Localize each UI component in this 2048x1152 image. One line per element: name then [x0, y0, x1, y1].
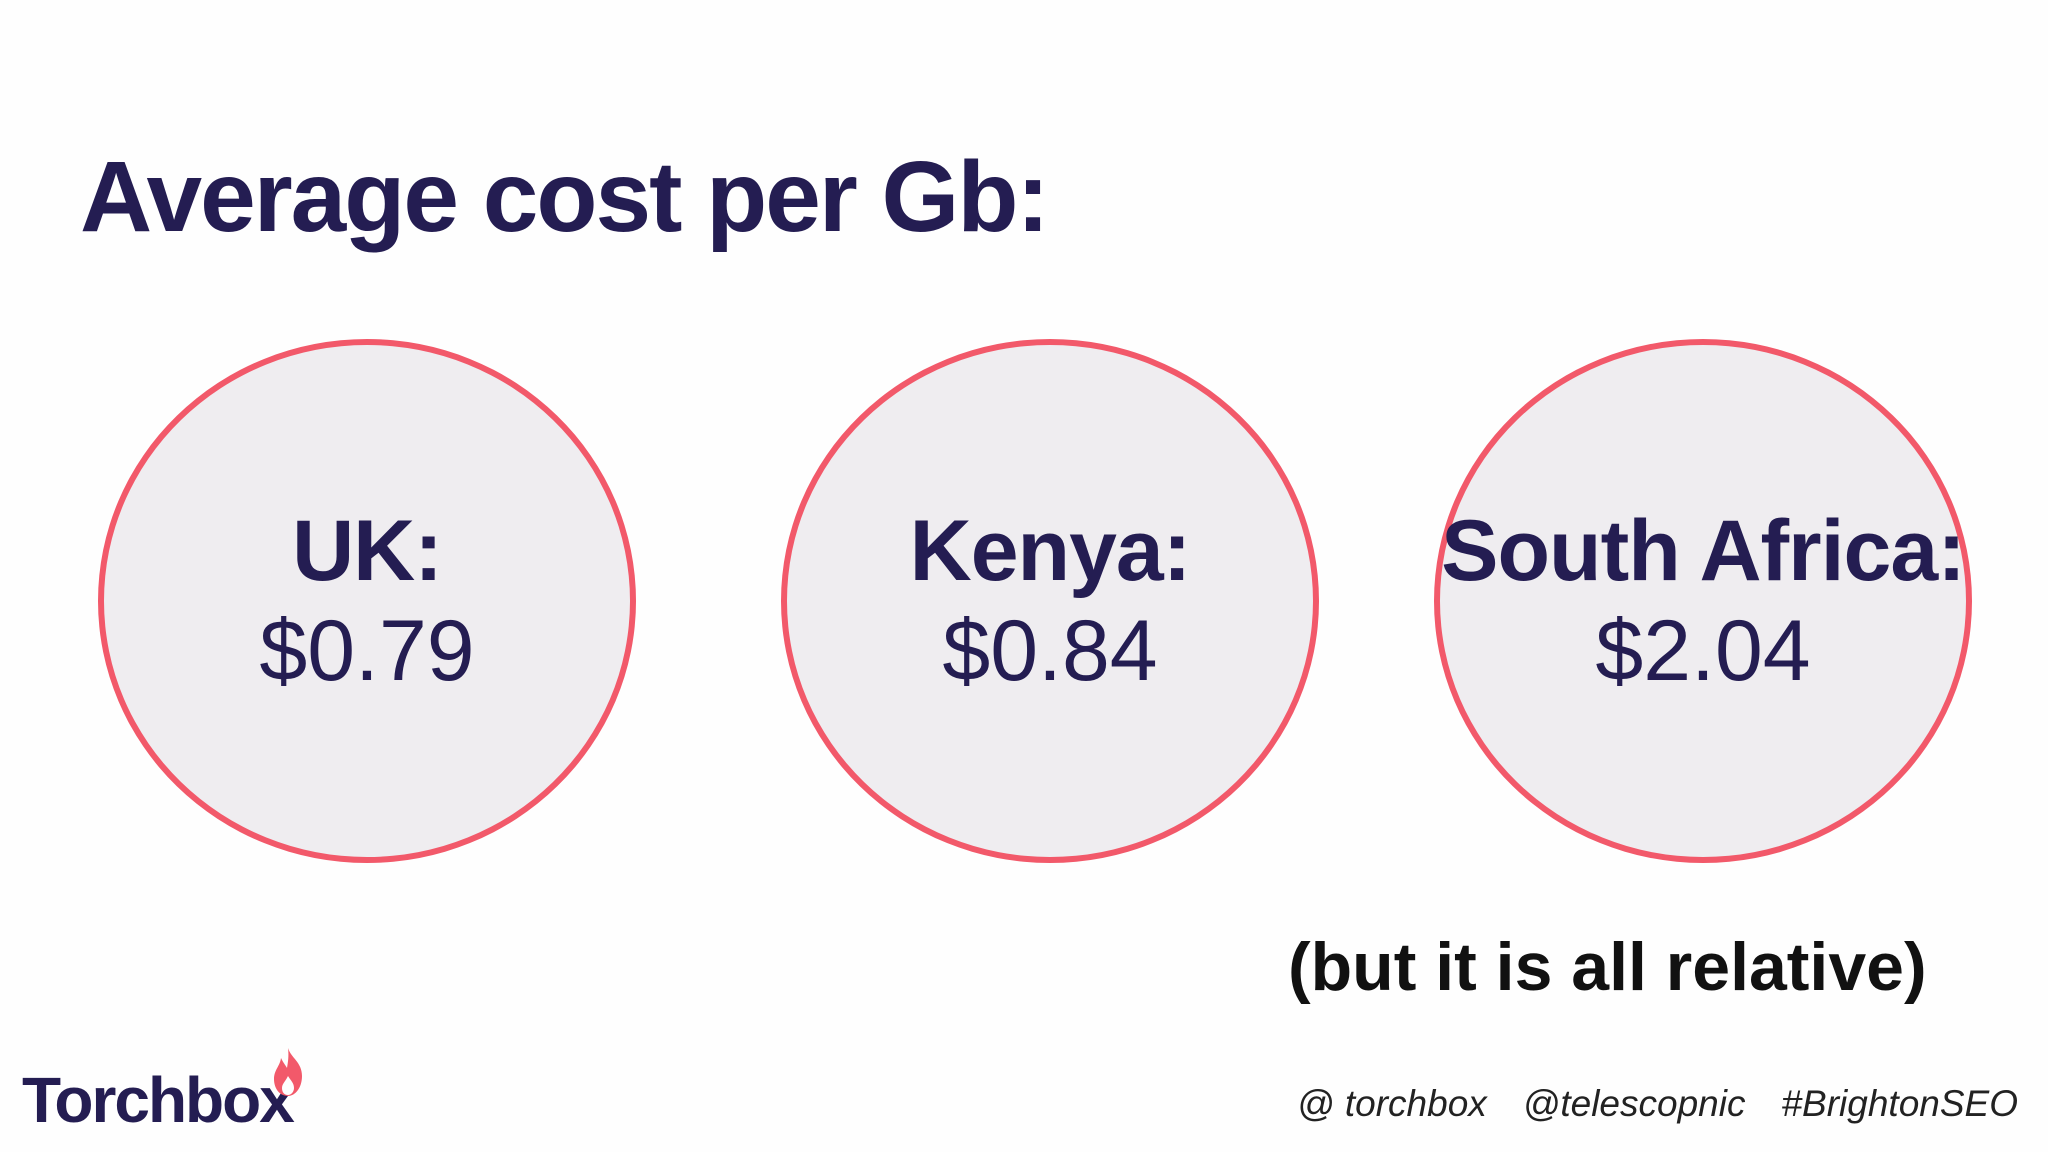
footer-handles: @ torchbox @telescopnic #BrightonSEO: [1297, 1083, 2018, 1125]
cost-circle-uk: UK: $0.79: [98, 339, 636, 863]
price-value: $0.84: [942, 603, 1158, 699]
price-value: $2.04: [1595, 603, 1811, 699]
relative-note: (but it is all relative): [1288, 929, 1927, 1005]
footer-handle-telescopnic: @telescopnic: [1522, 1083, 1746, 1124]
cost-circle-kenya: Kenya: $0.84: [781, 339, 1319, 863]
slide-title: Average cost per Gb:: [80, 141, 1050, 253]
country-label: South Africa:: [1441, 503, 1966, 599]
footer-handle-torchbox: @ torchbox: [1297, 1083, 1487, 1124]
country-label: Kenya:: [909, 503, 1192, 599]
torchbox-logo: Torchbox: [22, 1064, 295, 1136]
footer-hashtag: #BrightonSEO: [1781, 1083, 2018, 1124]
flame-icon: [274, 1048, 302, 1096]
cost-circle-south-africa: South Africa: $2.04: [1434, 339, 1972, 863]
price-value: $0.79: [259, 603, 475, 699]
country-label: UK:: [292, 503, 443, 599]
